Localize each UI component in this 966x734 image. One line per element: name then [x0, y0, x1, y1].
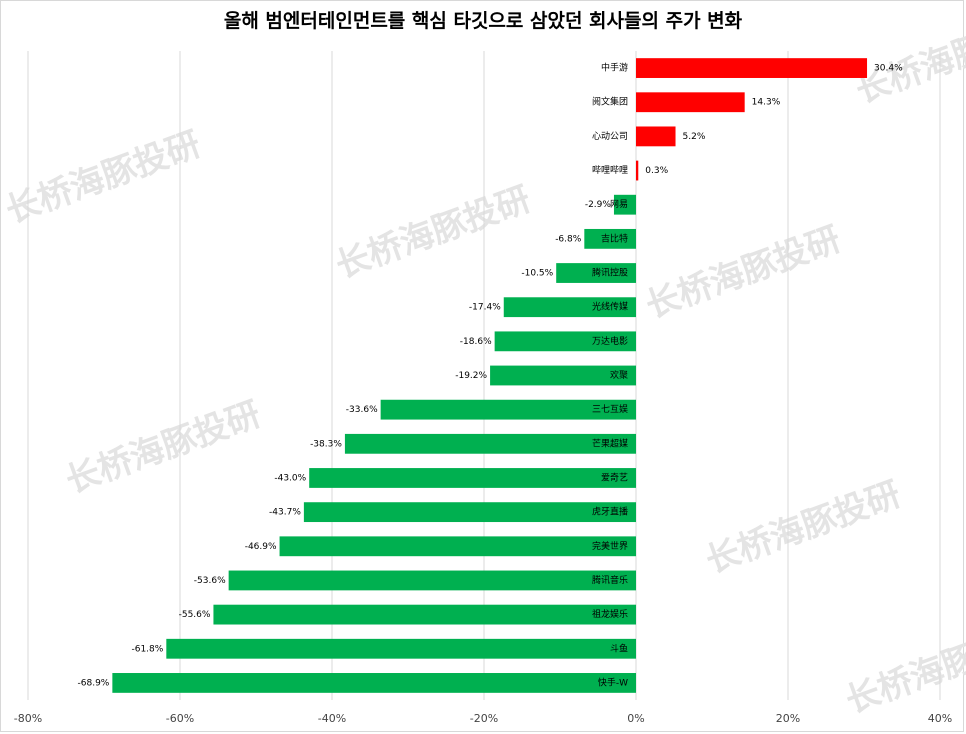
bar — [228, 570, 636, 591]
data-label: -46.9% — [245, 542, 277, 552]
category-label: 完美世界 — [592, 540, 628, 552]
data-label: -43.7% — [269, 508, 301, 518]
category-label: 爱奇艺 — [601, 471, 628, 483]
bar — [166, 638, 636, 659]
bar — [494, 331, 636, 352]
category-label: 心动公司 — [592, 131, 628, 142]
x-tick-label: -80% — [14, 712, 42, 725]
category-label: 斗鱼 — [610, 642, 628, 654]
data-label: -17.4% — [469, 303, 501, 313]
category-label: 腾讯控股 — [592, 267, 628, 279]
bar — [613, 194, 636, 215]
category-label: 祖龙娱乐 — [592, 608, 628, 620]
data-label: 0.3% — [645, 166, 668, 176]
bar — [636, 92, 745, 113]
x-tick-label: 40% — [928, 712, 952, 725]
category-label: 欢聚 — [610, 369, 628, 381]
category-label: 三七互娱 — [592, 403, 628, 415]
data-label: -43.0% — [274, 473, 306, 483]
data-label: -61.8% — [131, 644, 163, 654]
data-label: -2.9% — [585, 200, 612, 210]
data-label: 30.4% — [874, 64, 903, 74]
bar — [503, 297, 636, 318]
category-label: 芒果超媒 — [592, 437, 628, 449]
data-label: -38.3% — [310, 439, 342, 449]
category-label: 光线传媒 — [592, 301, 628, 313]
category-label: 网易 — [610, 199, 628, 210]
data-label: -18.6% — [460, 337, 492, 347]
data-label: -6.8% — [555, 234, 582, 244]
category-label: 万达电影 — [592, 335, 628, 347]
data-label: -19.2% — [455, 371, 487, 381]
bar — [636, 126, 676, 147]
category-label: 快手-W — [598, 676, 628, 688]
data-label: -55.6% — [179, 610, 211, 620]
category-label: 阅文集团 — [592, 96, 628, 108]
bar — [556, 263, 636, 283]
x-tick-label: 20% — [776, 712, 800, 725]
category-label: 虎牙直播 — [592, 506, 628, 518]
category-label: 中手游 — [601, 62, 628, 74]
category-label: 哔哩哔哩 — [592, 165, 628, 176]
category-label: 吉比特 — [601, 232, 628, 244]
chart-title: 올해 범엔터테인먼트를 핵심 타깃으로 삼았던 회사들의 주가 변화 — [223, 10, 743, 32]
data-label: -10.5% — [521, 269, 553, 279]
bar — [279, 536, 636, 557]
bar — [636, 160, 639, 181]
data-label: -53.6% — [194, 576, 226, 586]
data-label: 14.3% — [752, 98, 781, 108]
bar — [303, 502, 636, 523]
bar — [490, 365, 636, 386]
bar — [309, 468, 636, 488]
x-tick-label: -60% — [166, 712, 194, 725]
data-label: -33.6% — [346, 405, 378, 415]
category-label: 腾讯音乐 — [592, 574, 628, 586]
bar — [380, 399, 636, 420]
data-label: -68.9% — [78, 678, 110, 688]
bar — [344, 433, 636, 454]
x-tick-label: -40% — [318, 712, 346, 725]
x-tick-label: 0% — [627, 712, 644, 725]
bar — [112, 673, 637, 693]
bar — [636, 58, 868, 78]
bar — [584, 228, 636, 249]
bar — [213, 604, 636, 625]
data-label: 5.2% — [683, 132, 706, 142]
x-tick-label: -20% — [470, 712, 498, 725]
